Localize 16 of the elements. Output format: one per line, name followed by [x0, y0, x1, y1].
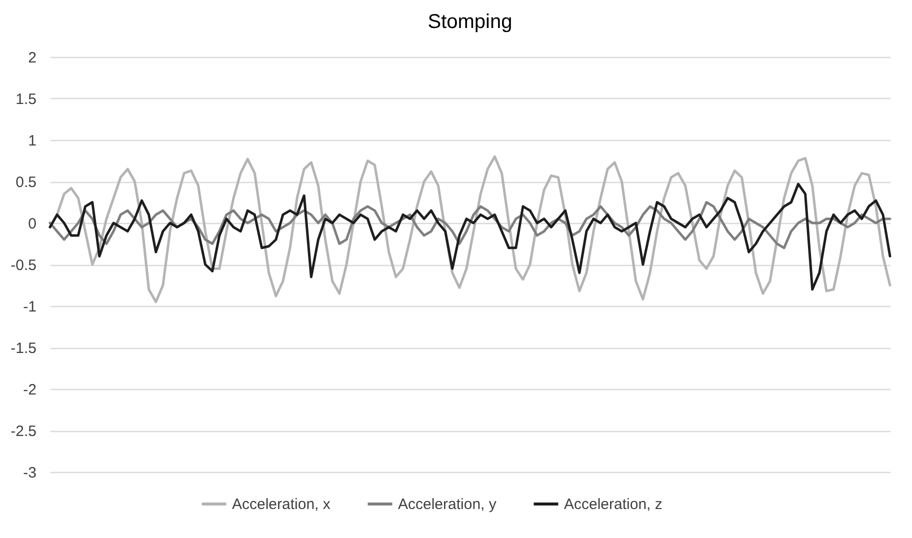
- legend-label: Acceleration, y: [398, 496, 497, 513]
- y-tick-label: 2: [28, 50, 36, 66]
- y-tick-label: 0.5: [16, 174, 36, 191]
- y-tick-label: -2: [23, 382, 36, 398]
- legend-label: Acceleration, x: [232, 496, 331, 513]
- y-tick-label: -3: [23, 464, 36, 482]
- line-series: [48, 182, 892, 291]
- y-tick-label: 1.5: [16, 91, 36, 108]
- y-tick-label: -1: [23, 298, 36, 316]
- y-tick-label: -2.5: [10, 423, 36, 440]
- y-tick-label: 0: [28, 216, 36, 232]
- y-tick-label: -0.5: [10, 257, 36, 274]
- legend-label: Acceleration, z: [564, 496, 662, 513]
- chart-title: Stomping: [428, 11, 512, 33]
- y-tick-label: -1.5: [10, 340, 36, 357]
- y-tick-label: 1: [28, 132, 36, 150]
